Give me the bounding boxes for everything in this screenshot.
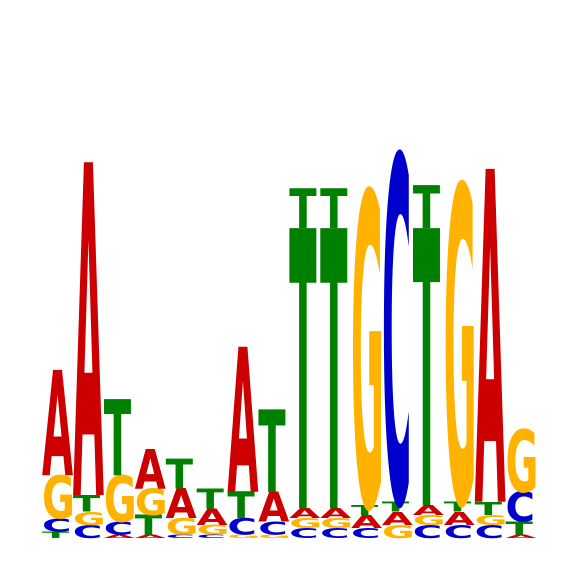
letter-c: C	[506, 483, 535, 531]
letter-t: T	[258, 387, 285, 519]
letter-g: G	[351, 107, 384, 566]
letter-a: A	[506, 534, 537, 539]
letter-g: G	[413, 513, 446, 529]
letter-t: T	[413, 152, 441, 566]
letter-g: G	[475, 513, 508, 529]
letter-a: A	[351, 512, 382, 533]
letter-t: T	[351, 503, 379, 519]
letter-g: G	[227, 534, 260, 539]
letter-g: G	[135, 483, 168, 525]
letter-t: T	[73, 491, 101, 517]
letter-t: T	[104, 379, 131, 500]
letter-g: G	[382, 522, 415, 543]
letter-a: A	[135, 440, 166, 503]
letter-c: C	[413, 522, 442, 543]
letter-a: A	[289, 506, 321, 522]
letter-c: C	[475, 522, 504, 543]
letter-g: G	[289, 516, 322, 532]
letter-t: T	[166, 450, 194, 498]
letter-a: A	[475, 79, 506, 566]
letter-a: A	[73, 72, 104, 566]
letter-a: A	[444, 509, 475, 530]
letter-c: C	[444, 522, 473, 543]
letter-g: G	[197, 522, 230, 538]
letter-g: G	[258, 534, 291, 539]
letter-t: T	[197, 484, 225, 516]
letter-t: T	[320, 152, 348, 566]
letter-c: C	[73, 522, 102, 543]
letter-c: C	[320, 526, 349, 542]
letter-g: G	[506, 412, 539, 512]
letter-t: T	[42, 530, 70, 541]
letter-t: T	[227, 486, 254, 528]
letter-t: T	[289, 179, 317, 242]
letter-a: A	[413, 503, 445, 519]
letter-a: A	[135, 534, 166, 539]
letter-a: A	[382, 509, 413, 530]
letter-c: C	[42, 515, 71, 536]
letter-c: C	[197, 534, 226, 539]
letter-a: A	[320, 506, 352, 522]
letter-t: T	[444, 499, 472, 515]
letter-g: G	[166, 514, 199, 540]
letter-t: T	[475, 499, 503, 520]
letter-g: G	[104, 464, 137, 537]
letter-t: T	[320, 179, 348, 242]
letter-g: G	[320, 516, 353, 532]
letter-c: C	[382, 62, 411, 566]
letter-a: A	[42, 342, 73, 511]
letter-g: G	[444, 99, 477, 566]
letter-a: A	[166, 480, 198, 528]
letter-t: T	[382, 499, 410, 515]
letter-t: T	[506, 518, 534, 539]
letter-a: A	[104, 534, 135, 539]
letter-t: T	[413, 173, 441, 242]
letter-a: A	[258, 483, 290, 531]
letter-c: C	[104, 518, 133, 539]
letter-c: C	[258, 518, 287, 539]
letter-g: G	[73, 509, 106, 530]
letter-c: C	[351, 526, 380, 542]
letter-g: G	[42, 463, 75, 532]
letter-c: C	[227, 514, 256, 540]
letter-t: T	[289, 152, 317, 566]
letter-a: A	[227, 307, 258, 539]
letter-a: A	[197, 504, 229, 530]
letter-c: C	[289, 526, 318, 542]
letter-c: C	[166, 534, 195, 539]
letter-t: T	[135, 510, 163, 542]
